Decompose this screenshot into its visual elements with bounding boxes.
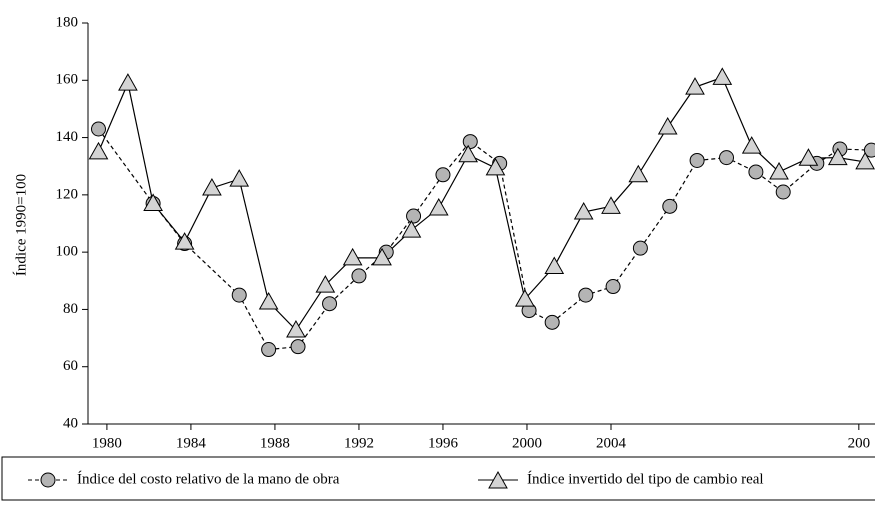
point <box>601 196 621 214</box>
y-tick-label: 100 <box>56 244 79 260</box>
x-tick-label: 1992 <box>344 435 374 451</box>
point <box>406 208 422 224</box>
point <box>462 134 478 150</box>
x-tick-label: 200 <box>848 435 871 451</box>
point <box>657 116 678 135</box>
point <box>229 169 250 187</box>
x-tick-label: 2000 <box>512 435 542 451</box>
point <box>286 320 306 338</box>
point <box>769 161 789 180</box>
point <box>685 77 705 95</box>
point <box>573 202 594 220</box>
point <box>118 73 138 91</box>
point <box>143 193 163 211</box>
point <box>485 157 506 176</box>
series-line <box>97 76 866 332</box>
y-tick-label: 140 <box>56 129 79 145</box>
point <box>202 177 222 196</box>
point <box>827 147 848 166</box>
x-tick-label: 1980 <box>92 435 122 451</box>
point <box>662 198 678 214</box>
point <box>88 141 109 160</box>
point <box>315 275 336 293</box>
point <box>258 291 279 310</box>
x-tick-label: 1988 <box>260 435 290 451</box>
point <box>748 164 764 180</box>
legend-label: Índice invertido del tipo de cambio real <box>527 470 764 487</box>
y-tick-label: 60 <box>63 358 78 374</box>
legend-label: Índice del costo relativo de la mano de … <box>77 470 340 487</box>
x-tick-label: 1984 <box>176 435 207 451</box>
point <box>605 279 621 295</box>
series-line <box>98 128 872 351</box>
point <box>515 289 535 307</box>
point <box>741 136 762 154</box>
point <box>342 247 363 266</box>
x-tick-label: 2004 <box>596 435 627 451</box>
point <box>91 121 107 137</box>
legend-marker <box>488 470 508 489</box>
y-tick-label: 40 <box>63 415 78 431</box>
point <box>544 314 560 330</box>
point <box>863 142 875 158</box>
x-tick-label: 1996 <box>428 435 459 451</box>
point <box>712 67 733 85</box>
legend-box <box>1 456 875 501</box>
point <box>632 240 648 256</box>
point <box>401 220 422 238</box>
point <box>351 268 367 284</box>
point <box>798 148 819 166</box>
point <box>435 167 451 183</box>
point <box>231 287 247 303</box>
point <box>628 164 649 183</box>
y-tick-label: 160 <box>56 72 79 88</box>
legend-marker <box>40 472 56 488</box>
point <box>689 152 705 168</box>
y-tick-label: 120 <box>56 186 79 202</box>
point <box>775 184 791 200</box>
point <box>544 256 565 274</box>
point <box>322 296 338 312</box>
point <box>719 150 735 166</box>
point <box>428 198 449 216</box>
point <box>261 342 277 358</box>
point <box>458 144 479 163</box>
y-tick-label: 180 <box>56 14 79 30</box>
point <box>290 339 306 355</box>
point <box>174 232 195 250</box>
point <box>855 151 875 170</box>
point <box>372 247 392 266</box>
y-axis-label: Índice 1990=100 <box>12 174 29 276</box>
point <box>578 287 594 303</box>
y-tick-label: 80 <box>63 301 78 317</box>
